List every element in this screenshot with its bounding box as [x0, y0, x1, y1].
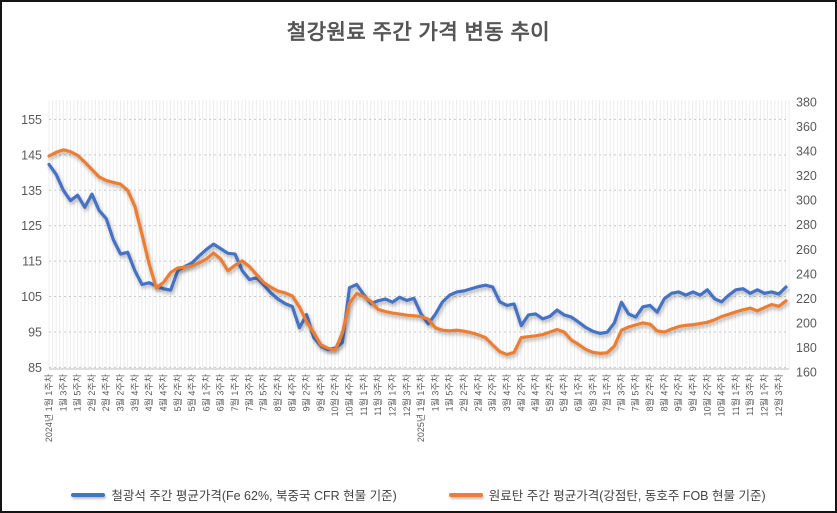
- svg-text:85: 85: [28, 361, 42, 375]
- svg-text:5월 4주차: 5월 4주차: [186, 373, 197, 411]
- svg-text:380: 380: [796, 96, 817, 110]
- svg-text:4월 4주차: 4월 4주차: [530, 373, 541, 411]
- svg-text:4월 4주차: 4월 4주차: [157, 373, 168, 411]
- svg-text:1월 5주차: 1월 5주차: [444, 373, 455, 411]
- svg-text:7월 5주차: 7월 5주차: [630, 373, 641, 411]
- svg-text:95: 95: [28, 325, 42, 339]
- legend-item-iron-ore: 철광석 주간 평균가격(Fe 62%, 북중국 CFR 현물 기준): [71, 485, 397, 504]
- svg-text:155: 155: [21, 113, 42, 127]
- grid-vertical: [48, 100, 790, 369]
- legend-label-iron-ore: 철광석 주간 평균가격(Fe 62%, 북중국 CFR 현물 기준): [111, 489, 397, 503]
- svg-text:280: 280: [796, 218, 817, 232]
- svg-text:3월 4주차: 3월 4주차: [129, 373, 140, 411]
- coking-coal-line-swatch: [448, 492, 483, 497]
- svg-text:2월 2주차: 2월 2주차: [458, 373, 469, 411]
- chart-title: 철강원료 주간 가격 변동 추이: [286, 21, 551, 44]
- svg-text:340: 340: [796, 145, 817, 159]
- svg-text:11월 3주차: 11월 3주차: [372, 373, 383, 415]
- svg-text:2월 4주차: 2월 4주차: [472, 373, 483, 411]
- svg-text:4월 2주차: 4월 2주차: [143, 373, 154, 411]
- iron-ore-line-swatch: [71, 492, 106, 497]
- svg-text:12월 1주차: 12월 1주차: [386, 373, 397, 416]
- svg-text:1월 3주차: 1월 3주차: [429, 373, 440, 411]
- legend-label-coking-coal: 원료탄 주간 평균가격(강점탄, 동호주 FOB 현물 기준): [488, 489, 766, 503]
- svg-text:8월 2주차: 8월 2주차: [644, 373, 655, 411]
- series-coking-coal-line: [47, 148, 788, 357]
- svg-text:125: 125: [21, 219, 42, 233]
- svg-text:11월 1주차: 11월 1주차: [730, 373, 741, 415]
- svg-text:135: 135: [21, 184, 42, 198]
- svg-text:7월 3주차: 7월 3주차: [243, 373, 254, 411]
- svg-text:12월 3주차: 12월 3주차: [773, 373, 784, 416]
- svg-text:7월 1주차: 7월 1주차: [229, 373, 240, 411]
- svg-text:10월 4주차: 10월 4주차: [344, 373, 355, 416]
- svg-text:7월 5주차: 7월 5주차: [258, 373, 269, 411]
- svg-text:2025년 1월 1주차: 2025년 1월 1주차: [415, 373, 426, 442]
- legend: 철광석 주간 평균가격(Fe 62%, 북중국 CFR 현물 기준) 원료탄 주…: [2, 485, 835, 504]
- svg-text:12월 1주차: 12월 1주차: [759, 373, 770, 416]
- svg-text:220: 220: [796, 292, 817, 306]
- svg-text:10월 2주차: 10월 2주차: [701, 373, 712, 416]
- svg-text:9월 4주차: 9월 4주차: [687, 373, 698, 411]
- svg-text:9월 4주차: 9월 4주차: [315, 373, 326, 411]
- svg-text:9월 2주차: 9월 2주차: [673, 373, 684, 411]
- svg-text:6월 1주차: 6월 1주차: [573, 373, 584, 411]
- svg-text:2월 2주차: 2월 2주차: [86, 373, 97, 411]
- svg-text:7월 3주차: 7월 3주차: [615, 373, 626, 411]
- svg-text:5월 2주차: 5월 2주차: [172, 373, 183, 411]
- svg-text:160: 160: [796, 366, 817, 380]
- svg-text:8월 4주차: 8월 4주차: [658, 373, 669, 411]
- svg-text:10월 2주차: 10월 2주차: [329, 373, 340, 416]
- svg-text:7월 1주차: 7월 1주차: [601, 373, 612, 411]
- svg-text:115: 115: [22, 255, 42, 269]
- svg-text:1월 5주차: 1월 5주차: [72, 373, 83, 411]
- svg-text:320: 320: [796, 169, 817, 183]
- svg-text:5월 4주차: 5월 4주차: [558, 373, 569, 411]
- y-axis-right-labels: 380 360 340 320 300 280 260 240 220 200 180 160: [796, 96, 817, 380]
- svg-text:200: 200: [796, 316, 817, 330]
- svg-text:3월 4주차: 3월 4주차: [501, 373, 512, 411]
- svg-text:145: 145: [21, 148, 42, 162]
- svg-text:5월 2주차: 5월 2주차: [544, 373, 555, 411]
- svg-text:6월 3주차: 6월 3주차: [587, 373, 598, 411]
- svg-text:10월 4주차: 10월 4주차: [716, 373, 727, 416]
- svg-text:2월 4주차: 2월 4주차: [100, 373, 111, 411]
- svg-text:12월 3주차: 12월 3주차: [401, 373, 412, 416]
- legend-item-coking-coal: 원료탄 주간 평균가격(강점탄, 동호주 FOB 현물 기준): [448, 485, 766, 504]
- svg-text:360: 360: [796, 120, 817, 134]
- svg-text:260: 260: [796, 243, 817, 257]
- svg-text:8월 2주차: 8월 2주차: [272, 373, 283, 411]
- svg-text:8월 4주차: 8월 4주차: [286, 373, 297, 411]
- svg-text:11월 1주차: 11월 1주차: [358, 373, 369, 415]
- svg-text:4월 2주차: 4월 2주차: [515, 373, 526, 411]
- svg-text:3월 2주차: 3월 2주차: [115, 373, 126, 411]
- svg-text:180: 180: [796, 341, 817, 355]
- svg-text:2024년 1월 1주차: 2024년 1월 1주차: [43, 373, 54, 442]
- svg-text:240: 240: [796, 267, 817, 281]
- svg-text:6월 1주차: 6월 1주차: [200, 373, 211, 411]
- x-axis-labels: 2024년 1월 1주차 1월 3주차 1월 5주차 2월 2주차 2월 4주차 3월 2…: [43, 373, 784, 442]
- svg-text:300: 300: [796, 194, 817, 208]
- svg-text:3월 2주차: 3월 2주차: [487, 373, 498, 411]
- svg-text:105: 105: [21, 290, 42, 304]
- svg-text:6월 3주차: 6월 3주차: [215, 373, 226, 411]
- series-iron-ore-line: [47, 162, 788, 352]
- svg-text:9월 2주차: 9월 2주차: [301, 373, 312, 411]
- svg-text:1월 3주차: 1월 3주차: [57, 373, 68, 411]
- svg-text:11월 3주차: 11월 3주차: [744, 373, 755, 415]
- y-axis-left-labels: 155 145 135 125 115 105 95 85: [21, 113, 42, 375]
